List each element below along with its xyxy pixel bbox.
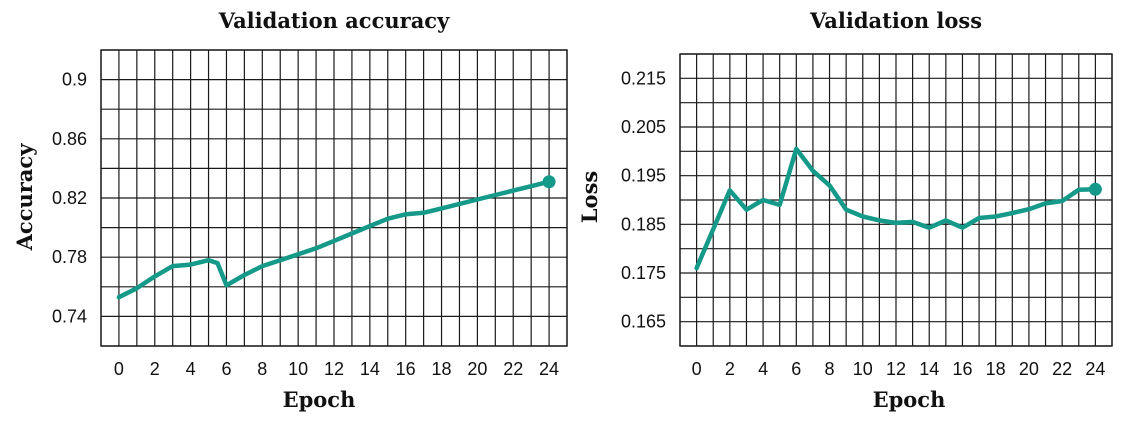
x-tick-label: 22 (1052, 359, 1072, 379)
x-tick-label: 0 (692, 359, 702, 379)
x-tick-label: 20 (467, 359, 487, 379)
x-tick-label: 14 (919, 359, 939, 379)
y-tick-label: 0.9 (62, 70, 87, 90)
plot-frame (100, 49, 568, 347)
y-tick-label: 0.78 (52, 247, 87, 267)
y-tick-label: 0.82 (52, 188, 87, 208)
x-tick-label: 0 (114, 359, 124, 379)
x-tick-label: 10 (288, 359, 308, 379)
x-axis-label: Epoch (873, 387, 946, 412)
y-tick-label: 0.165 (621, 312, 666, 332)
series-line (116, 179, 552, 300)
x-tick-label: 8 (825, 359, 835, 379)
x-tick-label: 24 (539, 359, 559, 379)
x-tick-label: 22 (503, 359, 523, 379)
chart-title: Validation accuracy (218, 8, 450, 33)
loss-chart: Validation loss Epoch Loss 0.165 0.175 0.1… (577, 8, 1113, 412)
x-tick-label: 2 (150, 359, 160, 379)
x-tick-label: 12 (324, 359, 344, 379)
chart-title: Validation loss (809, 8, 982, 33)
x-tick-label: 6 (221, 359, 231, 379)
y-tick-label: 0.185 (621, 214, 666, 234)
x-tick-label: 18 (986, 359, 1006, 379)
y-tick-label: 0.86 (52, 129, 87, 149)
x-tick-label: 4 (758, 359, 768, 379)
x-tick-label: 6 (791, 359, 801, 379)
x-tick-label: 16 (396, 359, 416, 379)
x-tick-label: 24 (1085, 359, 1105, 379)
y-tick-label: 0.205 (621, 117, 666, 137)
x-tick-label: 4 (186, 359, 196, 379)
y-axis-label: Loss (577, 171, 602, 223)
grid (679, 53, 1113, 347)
x-tick-label: 8 (257, 359, 267, 379)
x-tick-label: 2 (725, 359, 735, 379)
x-tick-label: 20 (1019, 359, 1039, 379)
series-end-point (542, 175, 556, 189)
series-end-point (1088, 182, 1102, 196)
plot-frame (679, 53, 1113, 347)
y-tick-label: 0.74 (52, 306, 87, 326)
x-tick-label: 12 (886, 359, 906, 379)
y-tick-label: 0.195 (621, 166, 666, 186)
y-tick-label: 0.215 (621, 68, 666, 88)
y-axis-label: Accuracy (12, 143, 37, 252)
x-tick-label: 10 (853, 359, 873, 379)
x-axis-label: Epoch (283, 387, 356, 412)
series-line (694, 146, 1098, 271)
x-tick-label: 16 (952, 359, 972, 379)
x-tick-label: 14 (360, 359, 380, 379)
accuracy-chart: Validation accuracy Epoch Accuracy 0.74 0… (12, 8, 568, 412)
x-tick-label: 18 (432, 359, 452, 379)
y-tick-label: 0.175 (621, 263, 666, 283)
grid (100, 49, 568, 347)
